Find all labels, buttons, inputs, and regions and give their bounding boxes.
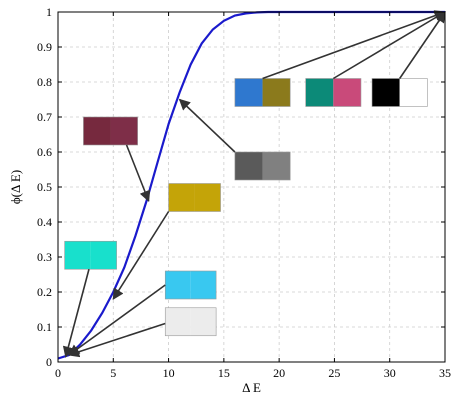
y-tick-label: 0.6 xyxy=(37,145,52,159)
y-tick-label: 1 xyxy=(46,5,52,19)
color-swatch-pair-8 xyxy=(164,270,217,300)
color-swatch-pair-5 xyxy=(234,151,291,181)
series-line xyxy=(57,10,445,360)
color-swatch-pair-4 xyxy=(83,116,138,146)
swatch-border xyxy=(234,151,291,181)
annotation-arrow xyxy=(125,144,151,203)
color-swatch-pair-3 xyxy=(371,78,428,107)
color-swatch-pair-7 xyxy=(64,240,117,270)
swatch-right xyxy=(399,78,428,107)
y-tick-label: 0.4 xyxy=(37,215,52,229)
x-tick-label: 30 xyxy=(384,366,396,380)
annotation-arrow xyxy=(262,10,447,80)
swatch-border xyxy=(64,240,117,270)
annotation-arrow xyxy=(332,11,446,80)
swatch-border xyxy=(83,116,138,146)
swatch-right xyxy=(262,78,291,107)
annotation-arrow xyxy=(399,11,446,79)
swatch-left xyxy=(64,241,91,270)
y-tick-label: 0.9 xyxy=(37,40,52,54)
swatch-right xyxy=(194,183,221,212)
x-tick-label: 25 xyxy=(328,366,340,380)
color-swatch-pair-2 xyxy=(305,78,362,107)
y-tick-label: 0.2 xyxy=(37,285,52,299)
y-tick-label: 0 xyxy=(46,355,52,369)
color-swatch-pair-1 xyxy=(234,78,291,107)
annotation-arrow xyxy=(68,284,166,356)
x-tick-label: 10 xyxy=(163,366,175,380)
color-swatch-pair-6 xyxy=(168,183,221,212)
swatch-left xyxy=(165,307,191,336)
annotations xyxy=(62,10,447,358)
x-tick-label: 35 xyxy=(439,366,451,380)
y-tick-label: 0.8 xyxy=(37,75,52,89)
axes: 0 5 10 15 20 25 30 35 0 0.1 0.2 0.3 0.4 0.5 0.6 0.7 0.8 0… xyxy=(37,5,451,380)
swatch-left xyxy=(305,78,334,107)
swatch-left xyxy=(234,152,263,180)
annotation-arrow xyxy=(67,322,166,358)
swatch-border xyxy=(164,307,217,337)
swatch-right xyxy=(90,241,117,270)
x-tick-label: 15 xyxy=(218,366,230,380)
color-swatch-pair-9 xyxy=(164,307,217,337)
y-tick-label: 0.3 xyxy=(37,250,52,264)
y-tick-label: 0.7 xyxy=(37,110,52,124)
annotation-arrow xyxy=(62,269,90,358)
swatch-left xyxy=(83,117,111,145)
y-tick-label: 0.5 xyxy=(37,180,52,194)
x-tick-label: 5 xyxy=(110,366,116,380)
swatch-left xyxy=(168,183,195,212)
x-tick-label: 0 xyxy=(55,366,61,380)
plot-area xyxy=(57,10,445,360)
swatch-right xyxy=(110,117,138,145)
x-tick-label: 20 xyxy=(273,366,285,380)
annotation-arrow xyxy=(178,98,236,153)
swatch-left xyxy=(165,271,191,299)
swatch-left xyxy=(234,78,263,107)
grid xyxy=(57,11,446,363)
swatch-left xyxy=(372,78,400,107)
y-tick-label: 0.1 xyxy=(37,320,52,334)
swatch-border xyxy=(168,183,221,212)
swatch-right xyxy=(190,307,217,336)
x-axis-label: Δ E xyxy=(242,380,261,395)
y-axis-label: ϕ(Δ E) xyxy=(8,170,23,204)
swatch-right xyxy=(190,271,217,299)
annotation-arrow xyxy=(112,211,170,300)
swatch-right xyxy=(262,152,291,180)
swatch-right xyxy=(333,78,361,107)
